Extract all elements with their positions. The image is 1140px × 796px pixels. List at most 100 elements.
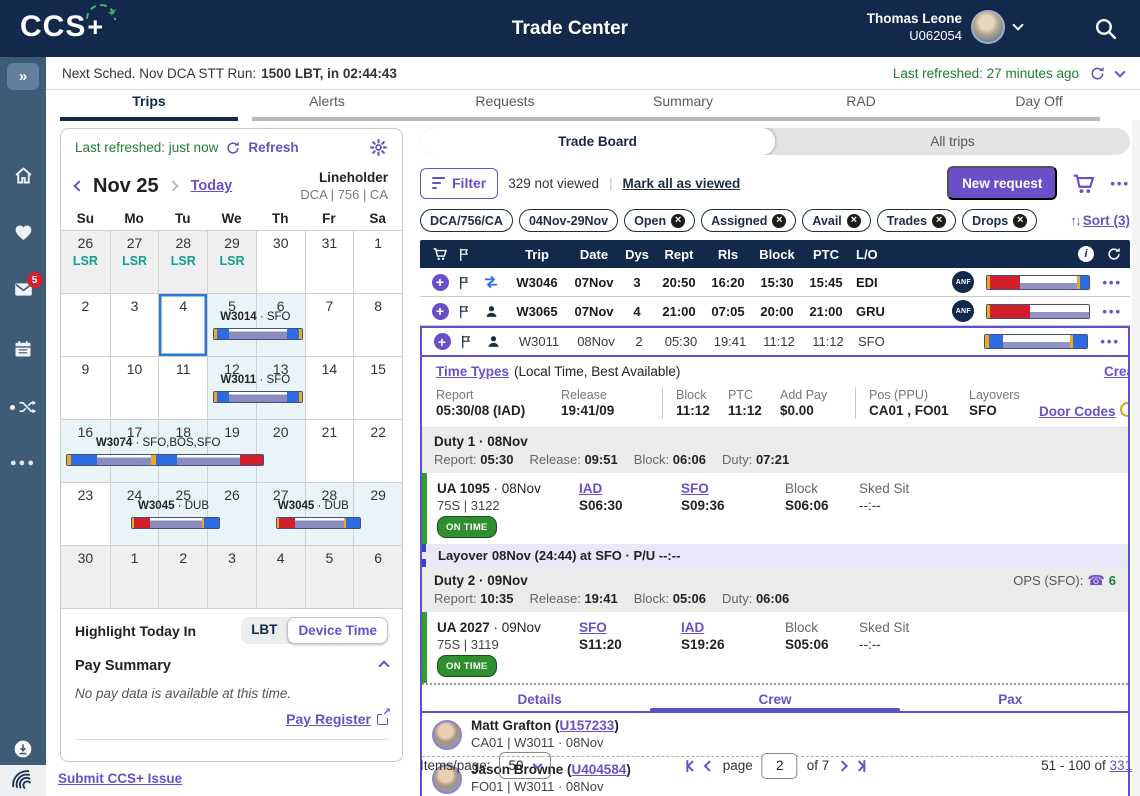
filter-chip[interactable]: Trades × bbox=[876, 209, 957, 232]
calendar-day[interactable]: 1 bbox=[353, 231, 402, 294]
next-page-button[interactable] bbox=[836, 759, 848, 772]
flight-segment[interactable]: UA 1095 · 08Nov 75S | 3122 ON TIME IAD S0… bbox=[422, 473, 1128, 544]
crew-id-link[interactable]: U404584 bbox=[571, 762, 627, 777]
toggle-option[interactable]: Device Time bbox=[287, 617, 388, 644]
calendar-trip-bar[interactable] bbox=[66, 454, 264, 466]
calendar-trip-label[interactable]: W3045 · DUB bbox=[138, 500, 209, 512]
table-refresh-icon[interactable] bbox=[1106, 246, 1122, 262]
calendar-day[interactable]: 3 bbox=[109, 294, 159, 357]
submit-issue-link[interactable]: Submit CCS+ Issue bbox=[58, 771, 183, 786]
next-month-chevron[interactable] bbox=[166, 180, 179, 192]
expand-plus-icon[interactable]: + bbox=[433, 333, 451, 350]
last-page-button[interactable] bbox=[853, 759, 866, 772]
col-trip[interactable]: Trip bbox=[525, 246, 549, 262]
filter-chip[interactable]: Avail × bbox=[802, 209, 871, 232]
chevron-down-icon[interactable] bbox=[1012, 19, 1024, 31]
prev-page-button[interactable] bbox=[704, 759, 716, 772]
calendar-day[interactable]: 20 bbox=[255, 420, 305, 483]
calendar-day[interactable]: 10 bbox=[109, 357, 159, 420]
calendar-day[interactable]: 23 bbox=[61, 483, 110, 546]
flag-column-icon[interactable] bbox=[452, 247, 476, 262]
messages-icon[interactable]: 5 bbox=[0, 272, 46, 300]
col-date[interactable]: Date bbox=[579, 246, 609, 262]
calendar-day[interactable]: 2 bbox=[61, 294, 110, 357]
remove-chip-icon[interactable]: × bbox=[846, 213, 861, 228]
main-tab[interactable]: RAD bbox=[846, 93, 876, 109]
main-tab[interactable]: Alerts bbox=[309, 93, 345, 109]
filter-button[interactable]: Filter bbox=[420, 167, 499, 199]
download-icon[interactable] bbox=[0, 739, 46, 759]
calendar-day[interactable]: 1 bbox=[109, 546, 159, 609]
crew-member-row[interactable]: Matt Grafton (U157233) CA01 | W3011 · 08… bbox=[422, 713, 1128, 756]
fingerprint-icon[interactable] bbox=[10, 768, 32, 790]
detail-sub-tab[interactable]: Pax bbox=[998, 691, 1023, 707]
calendar-day[interactable]: 5 bbox=[304, 546, 354, 609]
calendar-day[interactable]: 28 bbox=[304, 483, 354, 546]
departure-station-link[interactable]: IAD bbox=[579, 481, 603, 496]
filter-chip[interactable]: Drops × bbox=[962, 209, 1038, 232]
calendar-day[interactable]: 12 bbox=[207, 357, 256, 420]
calendar-day[interactable]: 27 LSR bbox=[109, 231, 159, 294]
filter-chip[interactable]: DCA/756/CA × bbox=[420, 209, 513, 232]
calendar-day[interactable]: 15 bbox=[353, 357, 402, 420]
calendar-day[interactable]: 24 bbox=[109, 483, 159, 546]
calendar-refresh-icon[interactable] bbox=[225, 140, 241, 156]
calendar-trip-label[interactable]: W3045 · DUB bbox=[277, 500, 349, 512]
detail-sub-tab[interactable]: Crew bbox=[657, 685, 892, 713]
main-tab[interactable]: Day Off bbox=[1015, 93, 1063, 109]
create-link-clipped[interactable]: Crea bbox=[1103, 364, 1128, 379]
filter-chip[interactable]: Assigned × bbox=[701, 209, 797, 232]
calendar-trip-label[interactable]: W3014 · SFO bbox=[220, 311, 291, 323]
gear-icon[interactable] bbox=[369, 138, 388, 157]
calendar-day[interactable]: 26 LSR bbox=[61, 231, 110, 294]
ccs-logo[interactable]: CCS + bbox=[20, 3, 104, 44]
first-page-button[interactable] bbox=[686, 759, 699, 772]
calendar-day[interactable]: 27 bbox=[255, 483, 305, 546]
today-link[interactable]: Today bbox=[190, 178, 233, 194]
selected-table-row[interactable]: + W3011 08Nov 2 05:30 19:41 11:12 11:12 … bbox=[422, 328, 1128, 357]
calendar-day[interactable]: 21 bbox=[304, 420, 354, 483]
row-menu-icon[interactable] bbox=[1102, 304, 1122, 319]
calendar-day[interactable]: 17 bbox=[109, 420, 159, 483]
refresh-button[interactable]: Refresh bbox=[248, 140, 299, 155]
calendar-day[interactable]: 18 bbox=[158, 420, 208, 483]
refresh-icon[interactable] bbox=[1089, 65, 1106, 82]
calendar-day[interactable]: 26 bbox=[207, 483, 256, 546]
new-request-button[interactable]: New request bbox=[947, 166, 1058, 200]
col-ptc[interactable]: PTC bbox=[813, 246, 839, 262]
home-icon[interactable] bbox=[0, 165, 46, 186]
expand-rail-button[interactable]: » bbox=[7, 63, 39, 90]
calendar-day[interactable]: 19 bbox=[207, 420, 256, 483]
calendar-day[interactable]: 6 bbox=[255, 294, 305, 357]
calendar-day[interactable]: 31 bbox=[304, 231, 354, 294]
calendar-day[interactable]: 30 bbox=[61, 546, 110, 609]
door-codes-link[interactable]: Door Codes bbox=[1039, 404, 1116, 419]
flight-segment[interactable]: UA 2027 · 09Nov 75S | 3119 ON TIME SFO S1… bbox=[422, 612, 1128, 683]
calendar-trip-bar[interactable] bbox=[275, 517, 362, 529]
flag-icon[interactable] bbox=[452, 275, 476, 290]
remove-chip-icon[interactable]: × bbox=[1013, 213, 1028, 228]
cart-icon[interactable] bbox=[1071, 171, 1096, 196]
flag-icon[interactable] bbox=[452, 304, 476, 319]
page-number-input[interactable] bbox=[761, 752, 798, 779]
row-menu-icon[interactable] bbox=[1102, 275, 1122, 290]
board-view-tab[interactable]: All trips bbox=[930, 134, 975, 149]
col-rls[interactable]: Rls bbox=[717, 246, 739, 262]
detail-sub-tab[interactable]: Details bbox=[517, 691, 562, 707]
user-menu[interactable]: Thomas Leone U062054 bbox=[867, 10, 1024, 44]
calendar-trip-bar[interactable] bbox=[212, 391, 304, 403]
calendar-trip-bar[interactable] bbox=[212, 328, 304, 340]
calendar-day[interactable]: 28 LSR bbox=[158, 231, 208, 294]
calendar-trip-label[interactable]: W3074 · SFO,BOS,SFO bbox=[95, 437, 221, 449]
collapse-chevron-icon[interactable] bbox=[1114, 65, 1126, 78]
info-icon[interactable]: i bbox=[1078, 246, 1094, 262]
calendar-day[interactable]: 7 bbox=[304, 294, 354, 357]
calendar-icon[interactable] bbox=[0, 339, 46, 359]
calendar-day[interactable]: 16 bbox=[61, 420, 110, 483]
total-results-link[interactable]: 331 bbox=[1109, 758, 1132, 773]
remove-chip-icon[interactable]: × bbox=[932, 213, 947, 228]
flag-icon[interactable] bbox=[454, 334, 478, 349]
prev-month-chevron[interactable] bbox=[73, 180, 85, 192]
time-types-link[interactable]: Time Types bbox=[436, 364, 510, 379]
expand-plus-icon[interactable]: + bbox=[431, 273, 449, 291]
